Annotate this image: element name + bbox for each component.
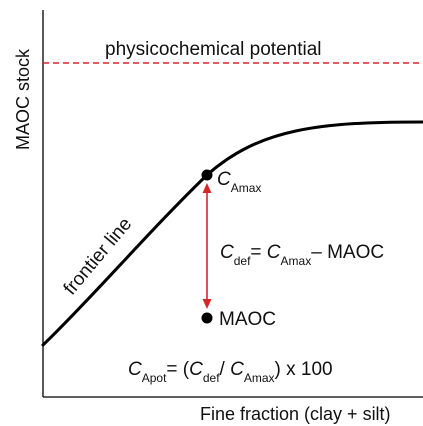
x-axis-label: Fine fraction (clay + silt) (200, 404, 391, 424)
deficit-equation: Cdef= CAmax– MAOC (220, 242, 384, 268)
y-axis-label: MAOC stock (13, 48, 33, 150)
apot-equation: CApot= (Cdef/ CAmax) x 100 (128, 359, 333, 385)
maoc-point (201, 312, 213, 324)
camax-point (201, 169, 213, 181)
camax-label: CAmax (217, 169, 261, 195)
potential-label: physicochemical potential (105, 39, 322, 60)
maoc-label: MAOC (219, 309, 276, 330)
deficit-arrow (202, 183, 212, 309)
